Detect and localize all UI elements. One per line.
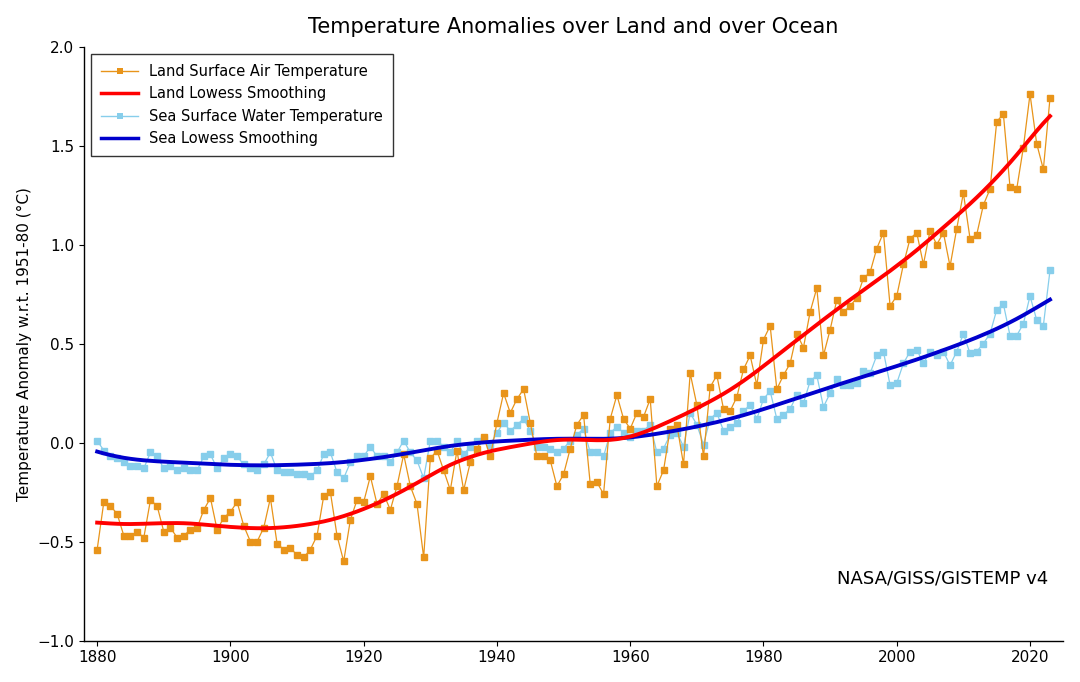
Text: NASA/GISS/GISTEMP v4: NASA/GISS/GISTEMP v4 bbox=[837, 569, 1049, 587]
Legend: Land Surface Air Temperature, Land Lowess Smoothing, Sea Surface Water Temperatu: Land Surface Air Temperature, Land Lowes… bbox=[91, 54, 393, 156]
Y-axis label: Temperature Anomaly w.r.t. 1951-80 (°C): Temperature Anomaly w.r.t. 1951-80 (°C) bbox=[16, 187, 31, 501]
Title: Temperature Anomalies over Land and over Ocean: Temperature Anomalies over Land and over… bbox=[309, 16, 839, 37]
